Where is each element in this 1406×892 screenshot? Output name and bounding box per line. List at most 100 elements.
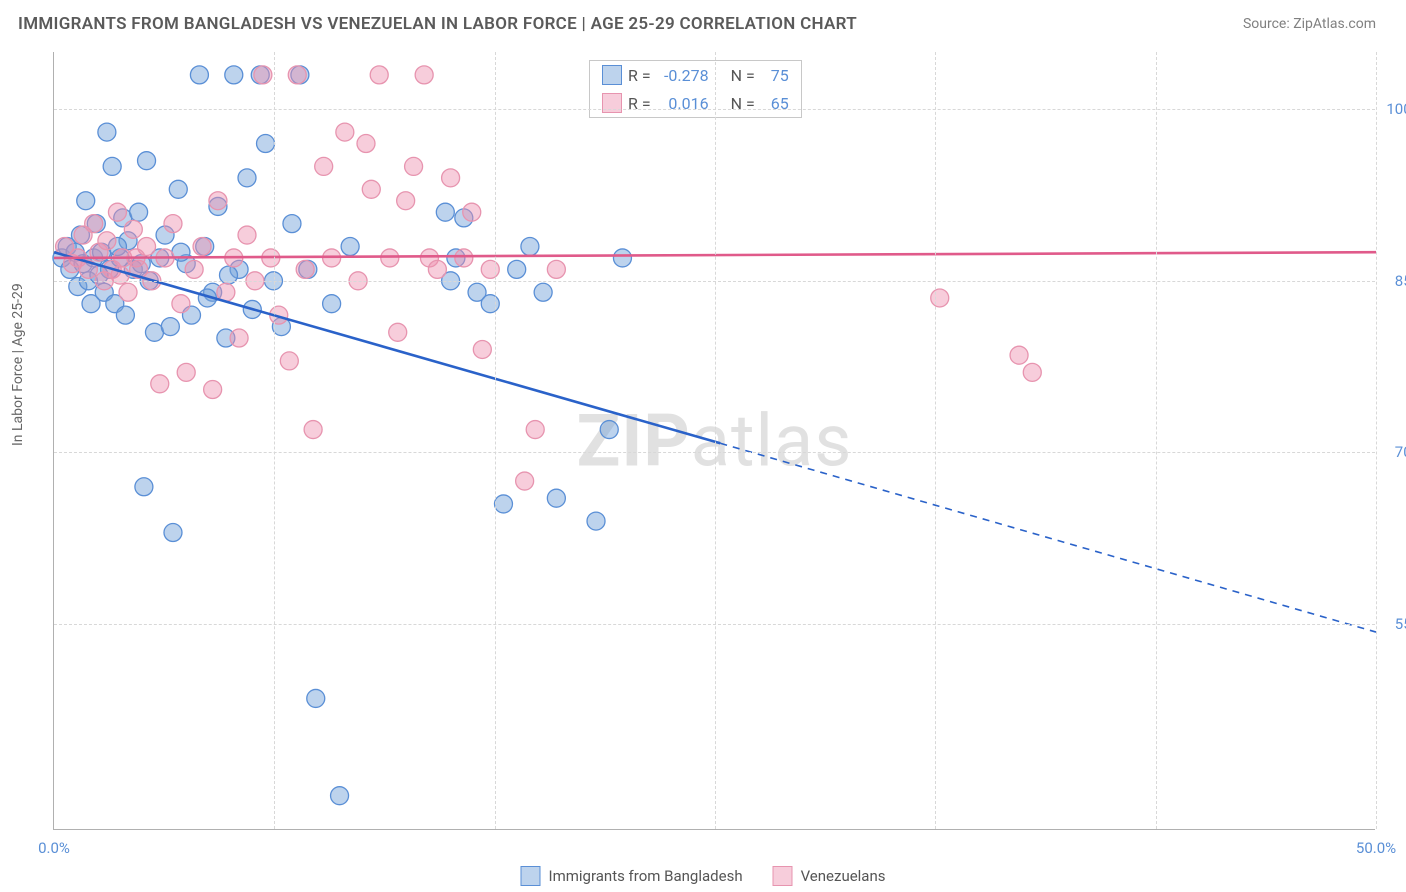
data-point [534,283,552,301]
data-point [481,295,499,313]
data-point [257,135,275,153]
data-point [331,787,349,805]
legend-label: Immigrants from Bangladesh [549,867,743,885]
data-point [547,489,565,507]
data-point [77,192,95,210]
data-point [494,495,512,513]
data-point [526,421,544,439]
data-point [98,232,116,250]
plot-area: ZIPatlas R =-0.278N =75R =0.016N =65 55.… [53,52,1375,830]
data-point [442,169,460,187]
data-point [138,152,156,170]
data-point [436,203,454,221]
y-tick-label: 85.0% [1380,272,1406,290]
data-point [370,66,388,84]
legend-swatch [602,65,622,85]
x-tick-label: 50.0% [1356,839,1396,857]
data-point [108,203,126,221]
y-tick-label: 70.0% [1380,443,1406,461]
data-point [1023,363,1041,381]
header: IMMIGRANTS FROM BANGLADESH VS VENEZUELAN… [0,0,1406,44]
data-point [341,238,359,256]
data-point [362,180,380,198]
data-point [151,375,169,393]
data-point [428,260,446,278]
data-point [177,363,195,381]
data-point [238,169,256,187]
legend-swatch [521,866,541,886]
data-point [254,66,272,84]
data-point [389,323,407,341]
data-point [288,66,306,84]
data-point [481,260,499,278]
data-point [336,123,354,141]
chart-title: IMMIGRANTS FROM BANGLADESH VS VENEZUELAN… [18,14,857,34]
data-point [516,472,534,490]
data-point [185,260,203,278]
data-point [230,329,248,347]
y-tick-label: 100.0% [1380,100,1406,118]
data-point [1010,346,1028,364]
data-point [85,215,103,233]
data-point [613,249,631,267]
data-point [209,192,227,210]
legend-label: Venezuelans [801,867,886,885]
data-point [521,238,539,256]
data-point [164,215,182,233]
chart-container: IMMIGRANTS FROM BANGLADESH VS VENEZUELAN… [0,0,1406,892]
data-point [238,226,256,244]
stats-legend-row: R =0.016N =65 [590,89,801,117]
data-point [283,215,301,233]
data-point [307,689,325,707]
source-label: Source: ZipAtlas.com [1243,16,1376,32]
data-point [931,289,949,307]
grid-line-v [1376,52,1377,829]
data-point [304,421,322,439]
data-point [190,66,208,84]
stat-n-value: 75 [761,66,789,85]
data-point [280,352,298,370]
data-point [323,295,341,313]
stat-r-value: -0.278 [657,66,709,85]
grid-line-v [495,52,496,829]
data-point [508,260,526,278]
data-point [116,306,134,324]
y-tick-label: 55.0% [1380,615,1406,633]
data-point [193,238,211,256]
data-point [415,66,433,84]
legend-item: Venezuelans [773,866,886,886]
stat-n-label: N = [731,66,755,85]
grid-line-v [715,52,716,829]
grid-line-v [1156,52,1157,829]
data-point [473,340,491,358]
x-tick-label: 0.0% [38,839,70,857]
data-point [98,123,116,141]
legend-swatch [773,866,793,886]
legend-item: Immigrants from Bangladesh [521,866,743,886]
data-point [463,203,481,221]
data-point [161,318,179,336]
data-point [135,478,153,496]
bottom-legend: Immigrants from Bangladesh Venezuelans [521,866,886,886]
data-point [164,524,182,542]
data-point [130,203,148,221]
grid-line-v [274,52,275,829]
data-point [357,135,375,153]
data-point [455,249,473,267]
data-point [172,295,190,313]
data-point [405,157,423,175]
stat-r-label: R = [628,66,651,85]
data-point [119,283,137,301]
data-point [124,220,142,238]
data-point [204,381,222,399]
data-point [103,157,121,175]
data-point [169,180,187,198]
data-point [315,157,333,175]
grid-line-v [935,52,936,829]
data-point [225,66,243,84]
data-point [296,260,314,278]
data-point [381,249,399,267]
data-point [587,512,605,530]
trend-line-extrapolated [720,443,1376,632]
stats-legend-row: R = -0.278 N = 75 [590,61,801,89]
